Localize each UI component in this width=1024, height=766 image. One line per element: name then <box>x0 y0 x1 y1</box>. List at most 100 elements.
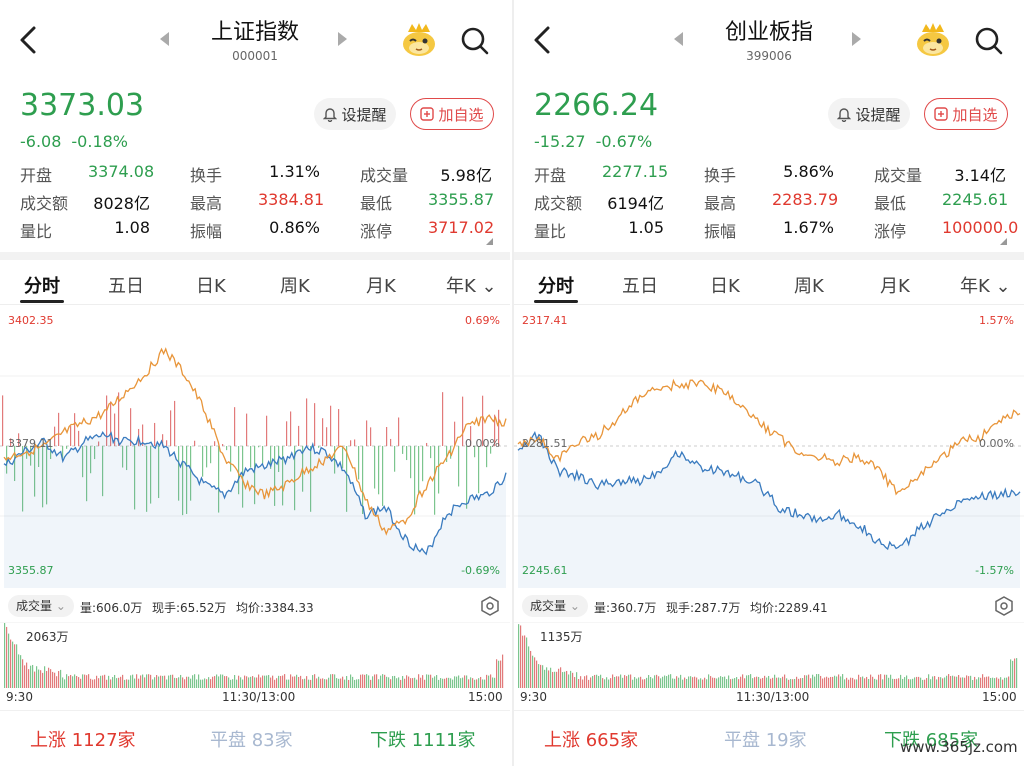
decliners[interactable]: 下跌 1111家 <box>370 726 476 752</box>
stat-value: 1.67% <box>783 218 834 237</box>
tab-0[interactable]: 分时 <box>24 276 60 297</box>
add-watchlist-button[interactable]: 加自选 <box>924 98 1008 130</box>
expand-corner-icon[interactable] <box>486 238 493 245</box>
y-min-label: 3355.87 <box>8 564 54 577</box>
index-panel-chinext: 创业板指 399006 2266.24 -15.27 -0.67% 设提醒 加自选… <box>512 0 1024 766</box>
intraday-chart[interactable]: 2317.41 1.57% 2281.51 0.00% 2245.61 -1.5… <box>514 306 1024 588</box>
settings-icon[interactable] <box>994 596 1014 616</box>
set-alert-button[interactable]: 设提醒 <box>314 98 396 130</box>
advancers[interactable]: 上涨 1127家 <box>30 726 136 752</box>
stat-label: 成交额 <box>534 194 583 213</box>
average-line <box>517 378 1021 496</box>
change-percent: -0.67% <box>595 132 653 151</box>
stat-label: 成交额 <box>20 194 69 213</box>
advancers[interactable]: 上涨 665家 <box>544 726 638 752</box>
intraday-chart-svg <box>0 347 510 588</box>
current-hand-value: 现手:65.52万 <box>152 601 227 615</box>
volume-selector[interactable]: 成交量 ⌄ <box>8 595 74 617</box>
volume-selector[interactable]: 成交量 ⌄ <box>522 595 588 617</box>
price-area <box>518 432 1020 588</box>
y-max-label: 3402.35 <box>8 314 54 327</box>
volume-info-bar: 成交量 ⌄ 量:360.7万 现手:287.7万 均价:2289.41 <box>514 592 1024 620</box>
search-icon[interactable] <box>460 26 490 56</box>
plus-box-icon <box>420 107 435 121</box>
back-arrow-icon[interactable] <box>528 24 556 56</box>
stat-value: 1.05 <box>628 218 664 237</box>
stat-label: 振幅 <box>704 222 737 241</box>
chevron-down-icon: ⌄ <box>55 599 66 613</box>
average-price-value: 均价:2289.41 <box>750 601 828 615</box>
mascot-icon[interactable] <box>400 22 438 58</box>
bell-icon <box>323 108 338 122</box>
expand-corner-icon[interactable] <box>1000 238 1007 245</box>
divider <box>0 304 510 305</box>
header: 创业板指 399006 <box>514 0 1024 80</box>
average-line <box>3 347 507 536</box>
volume-bars <box>518 624 1018 688</box>
divider <box>514 304 1024 305</box>
stat-value: 1.31% <box>269 162 320 181</box>
tab-3[interactable]: 周K <box>794 276 824 297</box>
next-index-icon[interactable] <box>852 32 861 46</box>
stat-value: 2283.79 <box>772 190 839 209</box>
active-tab-indicator <box>20 300 64 303</box>
active-tab-indicator <box>534 300 578 303</box>
price-change: -15.27 -0.67% <box>534 132 662 151</box>
tab-5[interactable]: 年K ⌄ <box>446 276 497 297</box>
stat-value: 8028亿 <box>93 194 150 213</box>
search-icon[interactable] <box>974 26 1004 56</box>
tab-1[interactable]: 五日 <box>622 276 658 297</box>
tab-2[interactable]: 日K <box>710 276 740 297</box>
stat-label: 最高 <box>704 194 737 213</box>
advancers-count: 1127家 <box>71 730 136 751</box>
y-max-pct-label: 0.69% <box>465 314 500 327</box>
set-alert-button[interactable]: 设提醒 <box>828 98 910 130</box>
mascot-icon[interactable] <box>914 22 952 58</box>
y-min-pct-label: -0.69% <box>461 564 500 577</box>
plus-box-icon <box>934 107 949 121</box>
tab-0[interactable]: 分时 <box>538 276 574 297</box>
next-index-icon[interactable] <box>338 32 347 46</box>
y-min-pct-label: -1.57% <box>975 564 1014 577</box>
index-code: 000001 <box>232 49 278 63</box>
divider <box>514 252 1024 260</box>
stat-label: 成交量 <box>874 166 923 185</box>
add-watchlist-label: 加自选 <box>438 105 484 124</box>
tab-2[interactable]: 日K <box>196 276 226 297</box>
back-arrow-icon[interactable] <box>14 24 42 56</box>
current-price: 3373.03 <box>20 88 145 123</box>
divider <box>514 710 1024 711</box>
stat-value: 3.14亿 <box>954 166 1006 185</box>
tab-5[interactable]: 年K ⌄ <box>960 276 1011 297</box>
stats-row: 量比 1.08 振幅 0.86% 涨停 3717.02 <box>20 216 495 244</box>
stat-value: 6194亿 <box>607 194 664 213</box>
tab-1[interactable]: 五日 <box>108 276 144 297</box>
decliners-count: 685家 <box>925 730 979 751</box>
intraday-chart[interactable]: 3402.35 0.69% 3379.11 0.00% 3355.87 -0.6… <box>0 306 510 588</box>
tab-4[interactable]: 月K <box>880 276 910 297</box>
bell-icon <box>837 108 852 122</box>
decliners[interactable]: 下跌 685家 <box>884 726 978 752</box>
add-watchlist-button[interactable]: 加自选 <box>410 98 494 130</box>
divider <box>0 252 510 260</box>
prev-index-icon[interactable] <box>674 32 683 46</box>
unchanged[interactable]: 平盘 19家 <box>724 726 807 752</box>
unchanged[interactable]: 平盘 83家 <box>210 726 293 752</box>
volume-value: 量:360.7万 <box>594 601 657 615</box>
stat-value: 3355.87 <box>428 190 495 209</box>
stat-value: 3374.08 <box>88 162 155 181</box>
price-line <box>517 431 1021 551</box>
stat-value: 3717.02 <box>428 218 495 237</box>
volume-chart[interactable]: 2063万 <box>0 621 510 688</box>
settings-icon[interactable] <box>480 596 500 616</box>
volume-chart[interactable]: 1135万 <box>514 621 1024 688</box>
tab-4[interactable]: 月K <box>366 276 396 297</box>
tab-3[interactable]: 周K <box>280 276 310 297</box>
set-alert-label: 设提醒 <box>855 105 901 124</box>
time-mid-label: 11:30/13:00 <box>222 690 296 704</box>
advancers-label: 上涨 <box>544 730 580 751</box>
stat-label: 换手 <box>704 166 737 185</box>
stat-label: 量比 <box>534 222 567 241</box>
prev-index-icon[interactable] <box>160 32 169 46</box>
time-start-label: 9:30 <box>520 690 547 704</box>
